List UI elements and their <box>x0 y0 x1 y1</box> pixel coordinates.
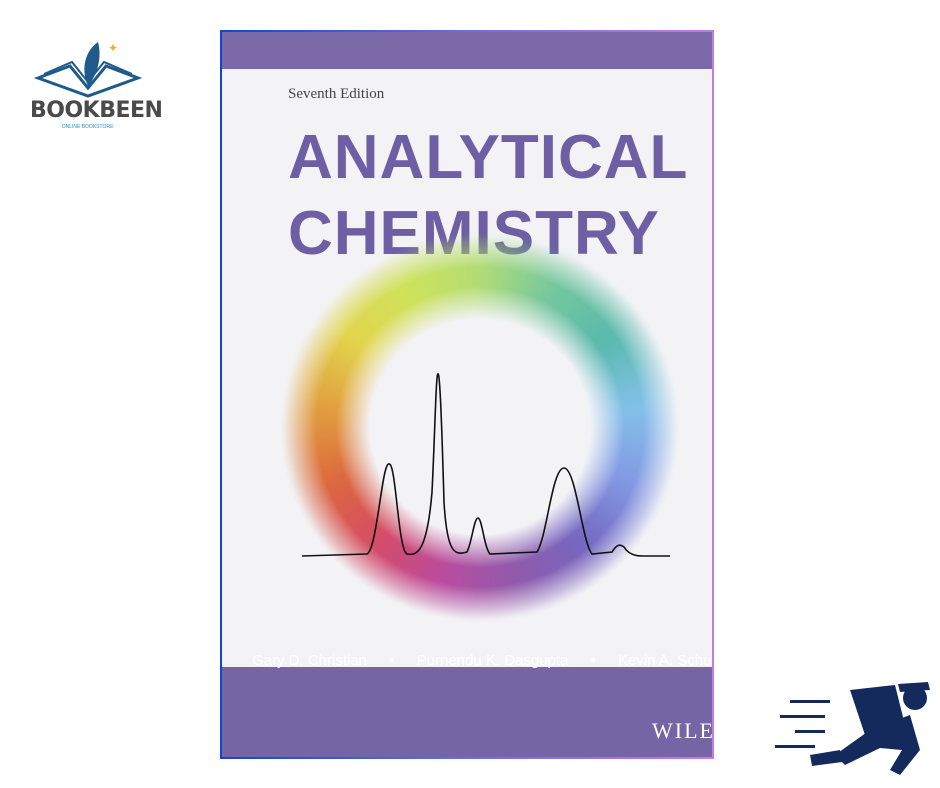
logo-name: BOOKBEEN <box>30 98 163 123</box>
color-wheel <box>280 232 680 622</box>
svg-text:✦: ✦ <box>108 41 118 55</box>
book-cover: Seventh Edition ANALYTICAL CHEMISTRY Gar… <box>222 32 712 757</box>
publisher: WILEY <box>652 718 712 743</box>
chromatogram <box>301 373 670 557</box>
running-delivery-man-icon <box>775 682 930 775</box>
feather-book-icon: ✦ <box>33 41 143 98</box>
logo-tagline: ONLINE BOOKSTORE <box>61 124 114 130</box>
author-2: Purnendu K. Dasgupta <box>416 652 569 669</box>
title-line-1: ANALYTICAL <box>288 123 689 192</box>
edition: Seventh Edition <box>288 86 385 102</box>
author-1: Gary D. Christian <box>252 652 368 669</box>
book-cover-frame: Seventh Edition ANALYTICAL CHEMISTRY Gar… <box>220 30 714 759</box>
bookbeen-logo: ✦ BOOKBEEN ONLINE BOOKSTORE <box>30 38 163 133</box>
authors: Gary D. Christian • Purnendu K. Dasgupta… <box>252 652 712 669</box>
bottom-band <box>222 667 712 757</box>
top-band <box>222 32 712 69</box>
separator: • <box>389 652 395 669</box>
author-3: Kevin A. Schug <box>618 652 712 669</box>
separator: • <box>590 652 596 669</box>
